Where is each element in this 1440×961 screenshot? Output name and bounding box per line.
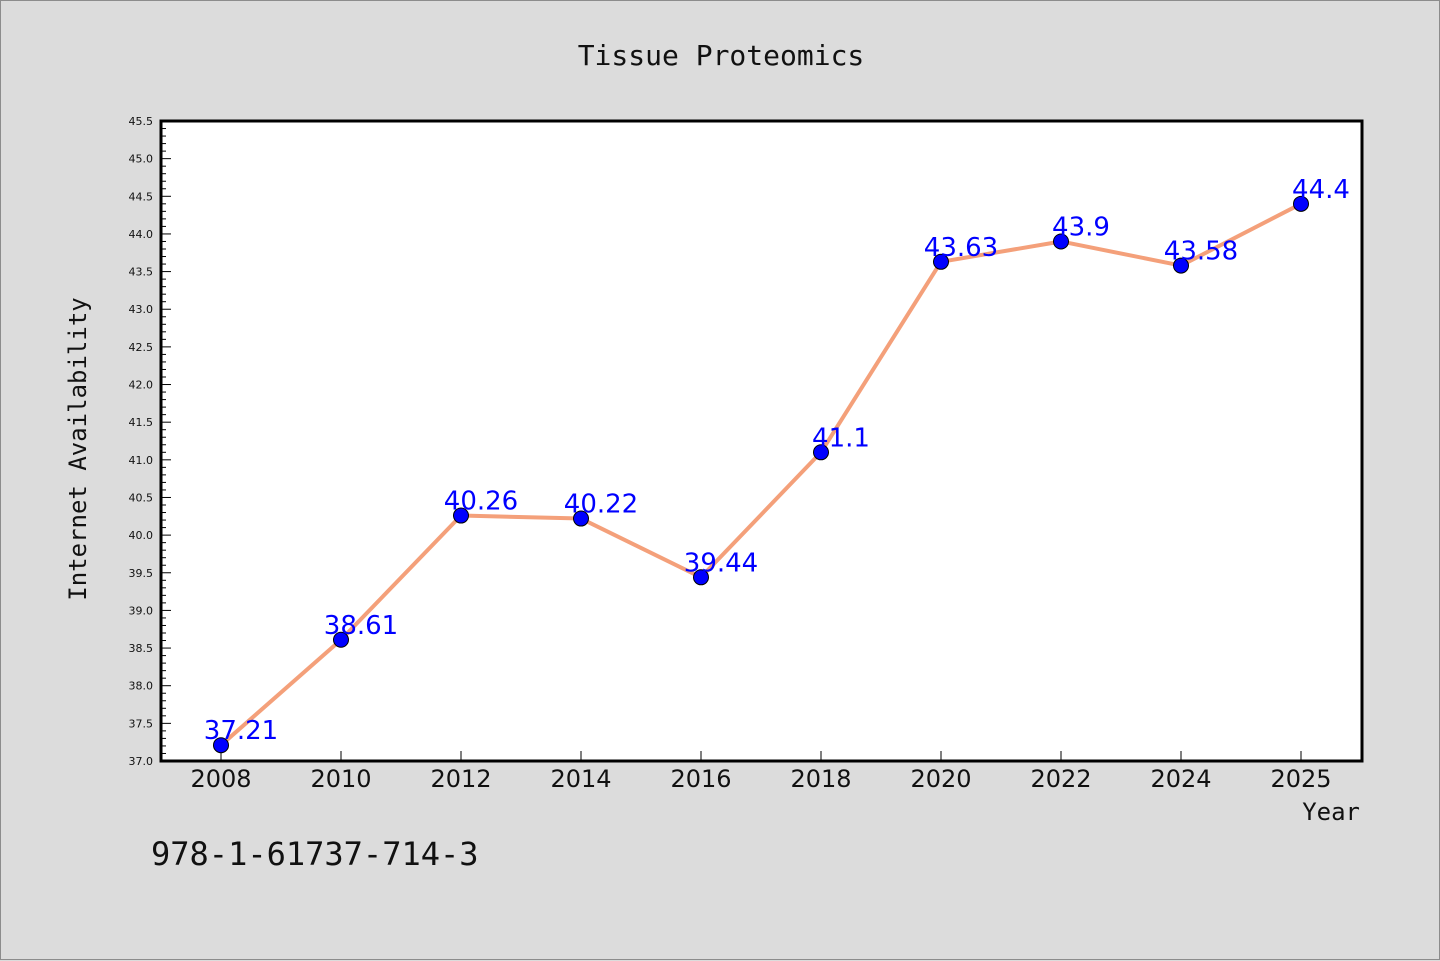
data-label: 43.58 [1164,237,1238,267]
data-point [693,569,709,586]
y-tick-label: 41.5 [129,416,154,429]
y-tick-label: 43.5 [129,266,154,279]
y-tick-label: 37.5 [129,717,154,730]
footer-isbn: 978-1-61737-714-3 [151,835,479,873]
y-axis-title: Internet Availability [64,297,92,600]
data-point [333,631,349,648]
data-label: 43.9 [1052,212,1110,242]
y-tick-label: 39.0 [129,604,154,617]
data-point [1053,233,1069,250]
chart-title: Tissue Proteomics [578,39,865,72]
data-point [573,510,589,527]
data-point [813,444,829,461]
y-tick-label: 42.5 [129,341,154,354]
x-tick-label: 2020 [910,765,971,793]
data-point [933,253,949,270]
x-axis-title: Year [1302,798,1360,826]
y-tick-label: 45.5 [129,115,154,128]
data-point [1173,257,1189,274]
data-label: 39.44 [684,548,758,578]
y-tick-label: 39.5 [129,567,154,580]
data-label: 38.61 [324,611,398,641]
y-tick-label: 40.5 [129,491,154,504]
x-tick-label: 2008 [190,765,251,793]
x-tick-label: 2025 [1270,765,1331,793]
series-line [219,202,1302,747]
data-label: 43.63 [924,233,998,263]
data-label: 40.26 [444,487,518,517]
data-label: 41.1 [812,423,870,453]
data-point [213,737,229,754]
x-tick-label: 2018 [790,765,851,793]
x-axis: 2008 2010 2012 2014 2016 2018 2020 2022 2024 2025 [190,751,1332,793]
y-axis: 37.0 37.5 38.0 38.5 39.0 39.5 40.0 40.5 41.0 41.5… [129,115,171,768]
x-tick-label: 2022 [1030,765,1091,793]
data-label: 44.4 [1292,175,1350,205]
data-point [1293,195,1309,212]
plot-area [159,119,1364,763]
series-group: 37.21 38.61 40.26 40.22 39.44 41.1 43.63 43.9 43… [204,175,1350,754]
y-tick-label: 44.5 [129,190,154,203]
y-tick-label: 42.0 [129,379,154,392]
x-tick-label: 2012 [430,765,491,793]
y-tick-label: 38.5 [129,642,154,655]
y-tick-label: 40.0 [129,529,154,542]
x-tick-label: 2014 [550,765,611,793]
y-tick-label: 37.0 [129,755,154,768]
data-label: 37.21 [204,716,278,746]
x-tick-label: 2010 [310,765,371,793]
x-tick-label: 2024 [1150,765,1211,793]
y-tick-label: 45.0 [129,153,154,166]
y-tick-label: 44.0 [129,228,154,241]
y-tick-label: 43.0 [129,303,154,316]
y-tick-label: 41.0 [129,454,154,467]
x-tick-label: 2016 [670,765,731,793]
data-point [453,507,469,524]
y-tick-label: 38.0 [129,680,154,693]
data-label: 40.22 [564,490,638,520]
